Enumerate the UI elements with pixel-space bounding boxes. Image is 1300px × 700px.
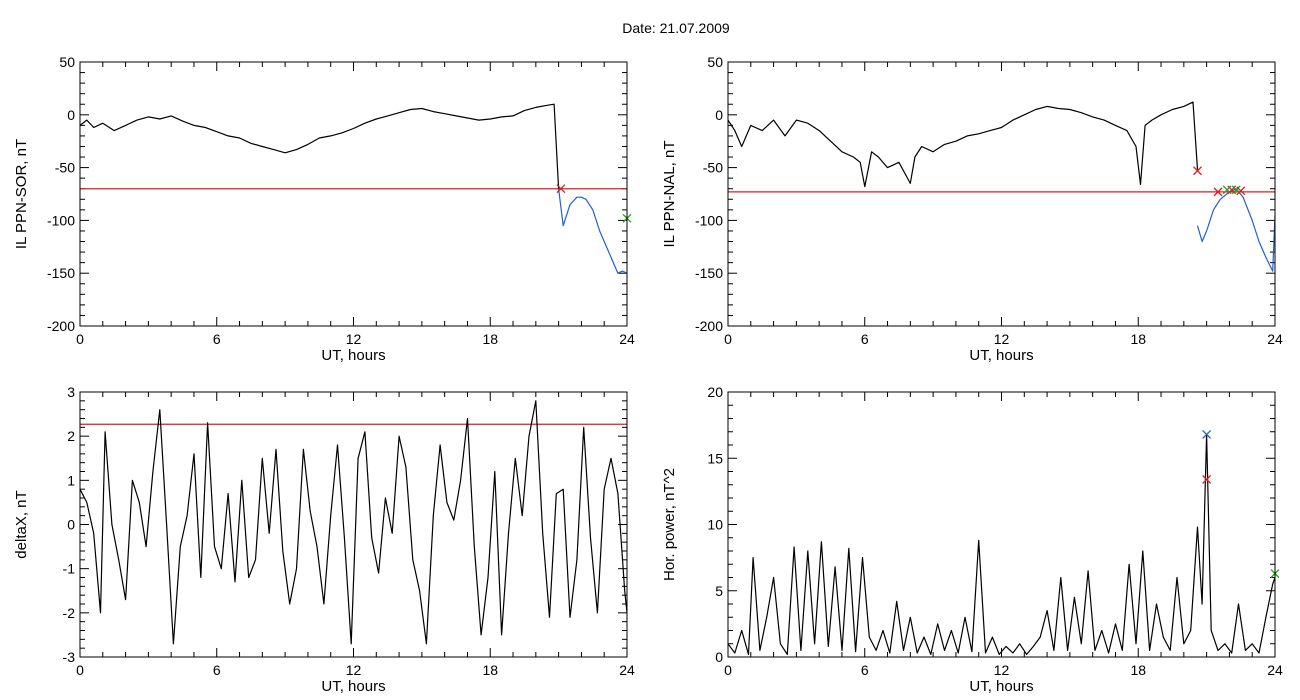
y-tick-label: 0 — [715, 649, 723, 665]
y-tick-label: -50 — [703, 160, 723, 176]
x-axis-label: UT, hours — [969, 678, 1033, 695]
x-tick-label: 18 — [482, 662, 498, 678]
series-line-1 — [728, 101, 1199, 188]
x-tick-label: 12 — [346, 331, 362, 347]
cross-marker — [1236, 186, 1246, 196]
x-tick-label: 18 — [1130, 662, 1146, 678]
y-tick-label: 0 — [715, 107, 723, 123]
y-tick-label: -3 — [63, 649, 76, 665]
series-line-2 — [1196, 188, 1275, 272]
x-tick-label: 0 — [724, 331, 732, 347]
cross-marker-stroke — [1193, 166, 1202, 176]
series-line-1 — [80, 400, 627, 645]
y-tick-label: -150 — [695, 265, 723, 281]
panel-2: 0 6 12 18 24 -200 -150 -100 -50 0 50 UT, hours IL PP… — [661, 54, 1283, 364]
y-axis-label: IL PPN-SOR, nT — [13, 139, 30, 249]
cross-marker — [1193, 166, 1202, 176]
y-axis-label: Hor. power, nT^2 — [661, 468, 678, 581]
x-tick-label: 12 — [346, 662, 362, 678]
y-tick-label: 50 — [707, 54, 723, 70]
x-tick-label: 12 — [994, 662, 1010, 678]
cross-marker — [1202, 429, 1212, 439]
plot-frame — [727, 61, 1276, 327]
series-line-1 — [80, 103, 560, 189]
y-tick-label: -50 — [55, 160, 75, 176]
x-axis-label: UT, hours — [321, 347, 385, 364]
x-tick-label: 6 — [861, 331, 869, 347]
y-tick-label: -2 — [63, 605, 76, 621]
plot-area — [80, 400, 627, 645]
cross-marker — [1202, 474, 1212, 484]
y-tick-label: 3 — [67, 384, 75, 400]
y-axis-label: IL PPN-NAL, nT — [661, 141, 678, 248]
plot-frame — [79, 391, 628, 658]
series-line-1 — [728, 433, 1275, 656]
y-tick-label: 5 — [715, 583, 723, 599]
cross-marker-stroke — [1202, 429, 1212, 439]
panel-4: 0 6 12 18 24 0 5 10 15 20 UT, hours Hor. power, nT^… — [661, 384, 1283, 695]
x-tick-label: 24 — [619, 331, 635, 347]
x-tick-label: 0 — [76, 662, 84, 678]
cross-marker — [556, 184, 566, 194]
x-axis-label: UT, hours — [321, 678, 385, 695]
x-tick-label: 0 — [76, 331, 84, 347]
x-axis-label: UT, hours — [969, 347, 1033, 364]
x-tick-label: 24 — [1267, 331, 1283, 347]
cross-marker-stroke — [556, 184, 566, 194]
y-tick-label: -1 — [63, 561, 76, 577]
cross-marker-stroke — [1202, 474, 1212, 484]
x-tick-label: 12 — [994, 331, 1010, 347]
cross-marker-stroke — [1213, 187, 1223, 197]
y-tick-label: -100 — [695, 212, 723, 228]
x-tick-label: 18 — [1130, 331, 1146, 347]
y-tick-label: 50 — [59, 54, 75, 70]
y-tick-label: -200 — [695, 318, 723, 334]
y-tick-label: 0 — [67, 107, 75, 123]
x-tick-label: 18 — [482, 331, 498, 347]
y-tick-label: -150 — [47, 265, 75, 281]
cross-marker — [1213, 187, 1223, 197]
x-tick-label: 6 — [213, 662, 221, 678]
y-tick-label: 1 — [67, 472, 75, 488]
x-tick-label: 6 — [861, 662, 869, 678]
series-line-2 — [558, 188, 627, 274]
plot-frame — [727, 391, 1276, 658]
y-tick-label: 2 — [67, 428, 75, 444]
cross-marker-stroke — [1236, 186, 1246, 196]
figure-title: Date: 21.07.2009 — [622, 20, 730, 36]
cross-marker-stroke — [1231, 185, 1241, 195]
plot-area — [728, 433, 1275, 656]
y-tick-label: 20 — [707, 384, 723, 400]
x-tick-label: 24 — [1267, 662, 1283, 678]
y-tick-label: -100 — [47, 212, 75, 228]
cross-marker — [1222, 185, 1232, 195]
y-tick-label: 10 — [707, 517, 723, 533]
plot-area — [728, 101, 1275, 272]
x-tick-label: 24 — [619, 662, 635, 678]
plot-frame — [79, 61, 628, 327]
plot-area — [80, 103, 627, 274]
y-tick-label: 15 — [707, 450, 723, 466]
panel-1: 0 6 12 18 24 -200 -150 -100 -50 0 50 UT, hours IL PP… — [13, 54, 635, 364]
x-tick-label: 0 — [724, 662, 732, 678]
y-axis-label: deltaX, nT — [13, 490, 30, 558]
x-tick-label: 6 — [213, 331, 221, 347]
y-tick-label: -200 — [47, 318, 75, 334]
y-tick-label: 0 — [67, 517, 75, 533]
